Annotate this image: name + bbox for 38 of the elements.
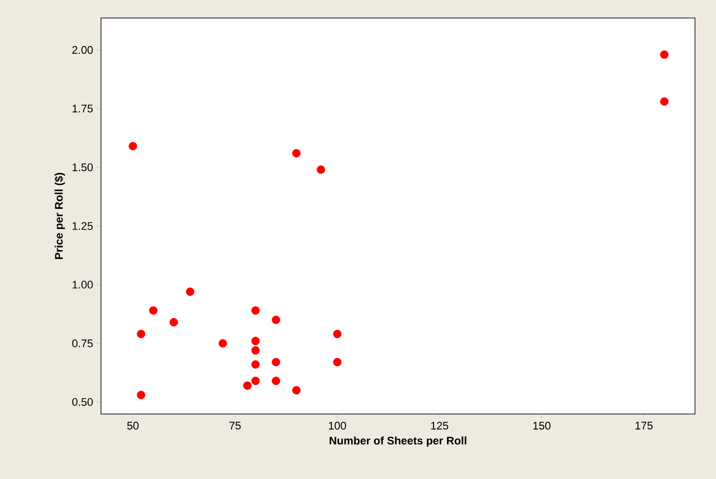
point (333, 358, 342, 366)
point (292, 148, 301, 158)
point (292, 386, 301, 394)
point (272, 316, 280, 324)
y-tick-label: 1.25 (72, 222, 93, 230)
x-axis-title: Number of Sheets per Roll (330, 436, 466, 447)
point (251, 336, 260, 346)
point (136, 330, 146, 338)
point (218, 339, 228, 348)
x-tick-label: 125 (431, 422, 448, 430)
y-tick-label: 1.50 (72, 163, 93, 172)
point (170, 318, 178, 326)
x-tick-label: 175 (636, 422, 653, 430)
point (243, 381, 252, 390)
point (272, 358, 280, 366)
y-tick-label: 0.50 (72, 398, 93, 406)
y-axis-title: Price per Roll ($) (54, 172, 65, 259)
point (251, 360, 260, 369)
y-tick-label: 1.75 (72, 104, 93, 112)
point (251, 306, 260, 315)
point (128, 142, 138, 150)
x-tick-label: 100 (328, 422, 346, 430)
point (136, 390, 146, 400)
point (272, 376, 280, 386)
x-tick-label: 75 (230, 422, 241, 430)
point (149, 306, 158, 315)
y-tick-label: 2.00 (72, 46, 93, 54)
x-tick-label: 150 (533, 422, 550, 430)
x-tick-label: 50 (127, 422, 139, 430)
point (251, 376, 260, 386)
point (333, 330, 342, 338)
point (316, 165, 326, 174)
point (186, 287, 194, 296)
point (660, 97, 669, 106)
point (660, 50, 669, 59)
y-tick-label: 0.75 (72, 339, 93, 348)
point (251, 346, 260, 355)
y-tick-label: 1.00 (72, 280, 93, 289)
